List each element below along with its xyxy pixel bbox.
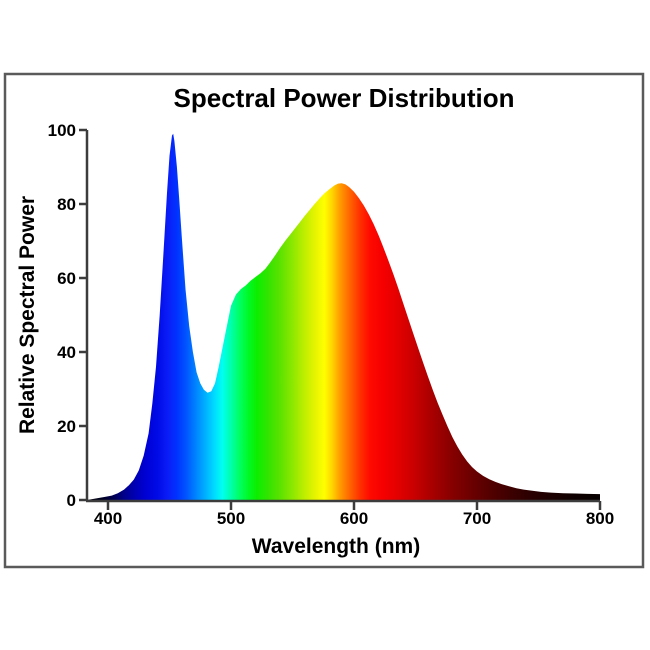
x-tick-label: 700	[463, 509, 491, 528]
y-tick-labels: 0 20 40 60 80 100	[48, 121, 76, 510]
x-tick-label: 600	[340, 509, 368, 528]
chart-title: Spectral Power Distribution	[174, 83, 515, 113]
y-tick-label: 60	[57, 269, 76, 288]
x-tick-label: 400	[94, 509, 122, 528]
x-tick-label: 800	[586, 509, 614, 528]
spectrum-area-fill	[87, 133, 601, 500]
x-tick-label: 500	[217, 509, 245, 528]
x-axis-ticks	[106, 501, 602, 510]
axes	[79, 128, 602, 510]
x-tick-labels: 400 500 600 700 800	[94, 509, 614, 528]
x-axis-title: Wavelength (nm)	[252, 535, 420, 558]
y-tick-label: 20	[57, 417, 76, 436]
y-axis-title: Relative Spectral Power	[16, 196, 39, 434]
chart-frame	[3, 72, 645, 569]
y-tick-label: 100	[48, 121, 76, 140]
y-tick-label: 40	[57, 343, 76, 362]
y-tick-label: 0	[67, 491, 76, 510]
y-axis-ticks	[79, 128, 87, 502]
y-tick-label: 80	[57, 195, 76, 214]
